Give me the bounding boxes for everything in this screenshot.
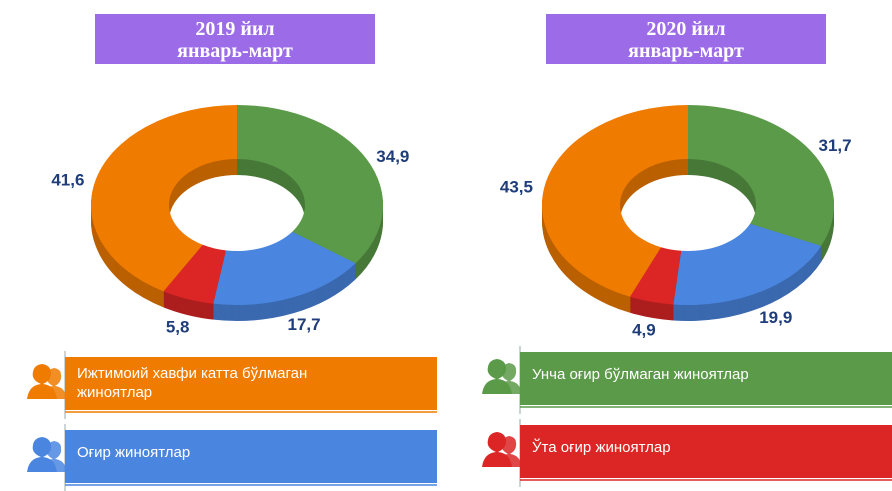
legend-label: Оғир жиноятлар: [77, 444, 190, 461]
value-label: 19,9: [759, 308, 792, 327]
legend-icon: [496, 436, 522, 467]
legend-box: [520, 425, 892, 478]
value-label: 4,9: [632, 321, 656, 340]
legend-label: Ўта оғир жиноятлар: [532, 438, 671, 456]
slice: [237, 105, 383, 264]
legend-label: Унча оғир бўлмаган жиноятлар: [532, 366, 749, 383]
value-label: 34,9: [376, 147, 409, 166]
donut: [542, 105, 835, 321]
legend-box: [65, 430, 437, 483]
legend-box: [520, 352, 892, 405]
chart-title: 2020 йил: [646, 18, 725, 40]
legend-box: [65, 357, 437, 410]
value-label: 43,5: [500, 178, 533, 197]
slice: [163, 244, 226, 304]
slice: [673, 223, 822, 305]
slice: [91, 105, 237, 292]
value-label: 5,8: [166, 317, 190, 336]
value-label: 41,6: [51, 171, 84, 190]
slice: [630, 247, 682, 305]
donut: [90, 105, 383, 321]
title-box: [95, 14, 375, 64]
value-label: 31,7: [818, 136, 851, 155]
legend-label: Ижтимоий хавфи катта бўлмаган жиноятлар: [77, 365, 307, 401]
slice: [213, 231, 356, 305]
legend-icon: [41, 368, 67, 399]
chart-title: 2019 йил: [195, 18, 274, 40]
legend-line: Ижтимоий хавфи катта бўлмаган: [77, 365, 307, 382]
legend-icon: [496, 363, 522, 394]
title-box: [546, 14, 826, 64]
legend-icon: [41, 441, 67, 472]
chart-subtitle: январь-март: [628, 40, 744, 62]
slice: [688, 105, 835, 246]
chart-subtitle: январь-март: [177, 40, 293, 62]
value-label: 17,7: [287, 315, 320, 334]
slice: [542, 105, 688, 297]
legend-line: жиноятлар: [77, 384, 152, 401]
